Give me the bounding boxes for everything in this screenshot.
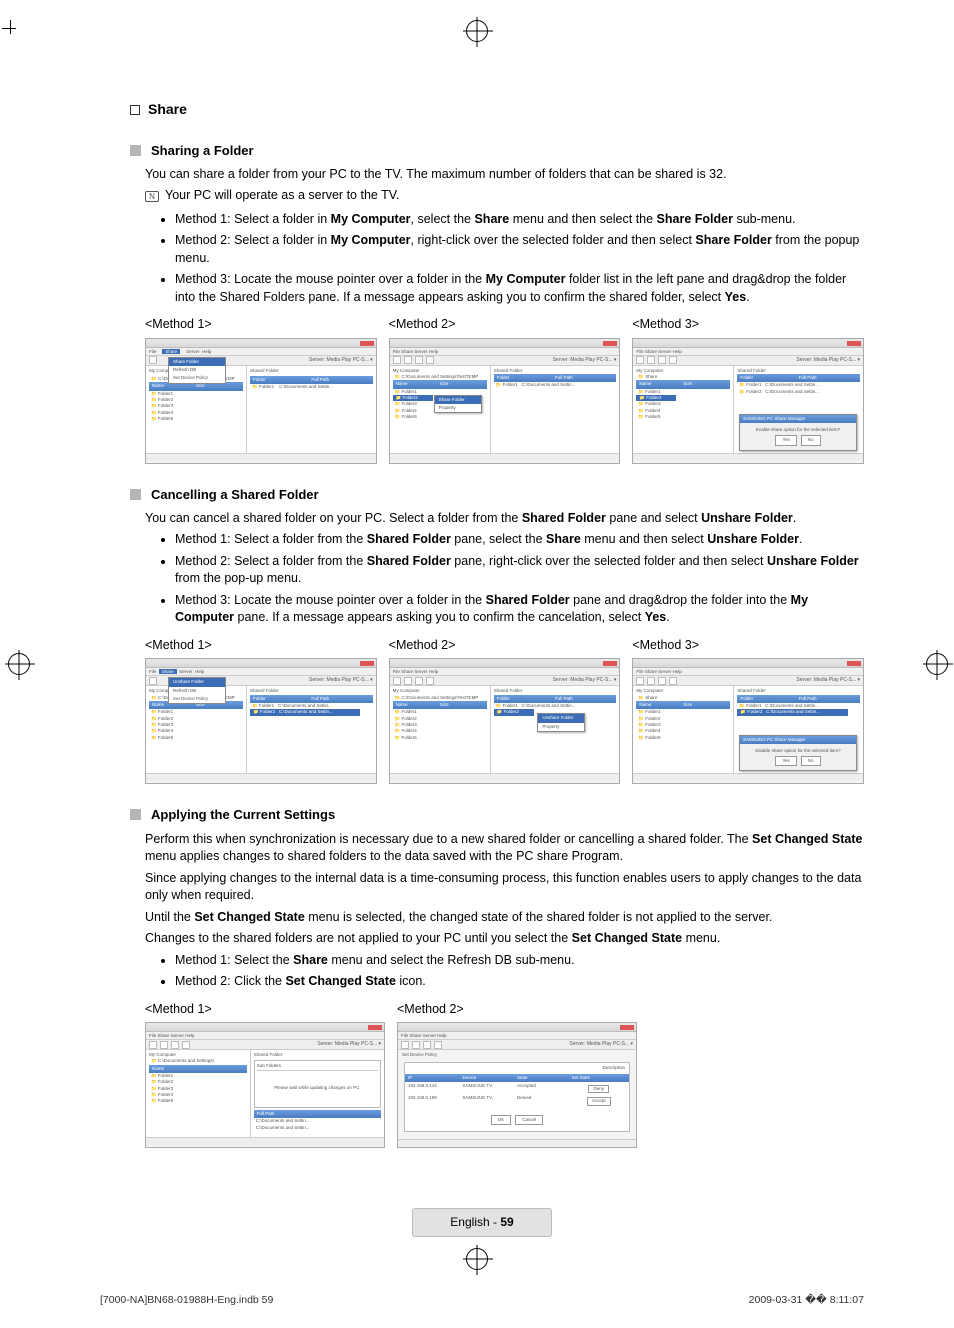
page-footer: English - 59 <box>412 1208 552 1237</box>
applying-shot-2-col: <Method 2> File Share Server Help Server… <box>397 1001 637 1149</box>
registration-mark-bottom <box>466 1248 488 1270</box>
screenshot-cancelling-1: File Share Server Help Server: Media Pla… <box>145 658 377 784</box>
context-menu: Share Folder Property <box>434 395 482 414</box>
applying-methods-list: Method 1: Select the Share menu and sele… <box>175 952 864 991</box>
sharing-note: N Your PC will operate as a server to the… <box>145 187 864 205</box>
share-dropdown-menu: Share Folder Refresh DB Set Device Polic… <box>168 357 226 384</box>
cancelling-shot-1-col: <Method 1> File Share Server Help Server… <box>145 637 377 785</box>
doc-footer-left: [7000-NA]BN68-01988H-Eng.indb 59 <box>100 1293 273 1308</box>
cancelling-intro: You can cancel a shared folder on your P… <box>145 510 864 528</box>
subheading-sharing-text: Sharing a Folder <box>151 143 254 158</box>
sharing-method-1: Method 1: Select a folder in My Computer… <box>175 211 864 229</box>
shot-titlebar <box>146 339 376 348</box>
registration-mark-top <box>466 20 488 42</box>
subheading-applying: Applying the Current Settings <box>130 806 864 824</box>
applying-method-1: Method 1: Select the Share menu and sele… <box>175 952 864 970</box>
cancelling-methods-list: Method 1: Select a folder from the Share… <box>175 531 864 627</box>
applying-method-2: Method 2: Click the Set Changed State ic… <box>175 973 864 991</box>
applying-screenshots-row: <Method 1> File Share Server Help Server… <box>145 1001 864 1149</box>
doc-footer-right: 2009-03-31 �� 8:11:07 <box>749 1293 864 1308</box>
screenshot-applying-1: File Share Server Help Server: Media Pla… <box>145 1022 385 1148</box>
cancelling-method-1: Method 1: Select a folder from the Share… <box>175 531 864 549</box>
sharing-intro: You can share a folder from your PC to t… <box>145 166 864 184</box>
sharing-shot-2-col: <Method 2> File Share Server Help Server… <box>389 316 621 464</box>
section-title: Share <box>130 100 864 120</box>
subheading-applying-text: Applying the Current Settings <box>151 807 335 822</box>
subheading-cancelling: Cancelling a Shared Folder <box>130 486 864 504</box>
sharing-shot-1-label: <Method 1> <box>145 316 377 334</box>
page-content: Share Sharing a Folder You can share a f… <box>0 0 954 1287</box>
sharing-screenshots-row: <Method 1> FileShare FolderShareServer H… <box>145 316 864 464</box>
applying-p4: Changes to the shared folders are not ap… <box>145 930 864 948</box>
screenshot-cancelling-3: File Share Server Help Server: Media Pla… <box>632 658 864 784</box>
subheading-sharing: Sharing a Folder <box>130 142 864 160</box>
grey-square-icon <box>130 809 141 820</box>
section-title-text: Share <box>148 101 187 117</box>
confirm-dialog: SAMSUNG PC Share Manager Enable share op… <box>739 414 857 451</box>
sharing-shot-3-label: <Method 3> <box>632 316 864 334</box>
shot-menubar: FileShare FolderShareServer Help <box>146 348 376 356</box>
note-icon: N <box>145 191 159 202</box>
applying-p1: Perform this when synchronization is nec… <box>145 831 864 866</box>
square-bullet-icon <box>130 105 140 115</box>
crop-mark <box>2 20 20 38</box>
cancelling-shot-3-col: <Method 3> File Share Server Help Server… <box>632 637 864 785</box>
sharing-method-2: Method 2: Select a folder in My Computer… <box>175 232 864 267</box>
sharing-shot-2-label: <Method 2> <box>389 316 621 334</box>
subheading-cancelling-text: Cancelling a Shared Folder <box>151 487 319 502</box>
cancelling-method-3: Method 3: Locate the mouse pointer over … <box>175 592 864 627</box>
screenshot-cancelling-2: File Share Server Help Server: Media Pla… <box>389 658 621 784</box>
registration-mark-right <box>926 653 948 675</box>
doc-footer: [7000-NA]BN68-01988H-Eng.indb 59 2009-03… <box>0 1293 954 1328</box>
sharing-shot-3-col: <Method 3> File Share Server Help Server… <box>632 316 864 464</box>
grey-square-icon <box>130 489 141 500</box>
applying-p3: Until the Set Changed State menu is sele… <box>145 909 864 927</box>
cancelling-screenshots-row: <Method 1> File Share Server Help Server… <box>145 637 864 785</box>
sharing-methods-list: Method 1: Select a folder in My Computer… <box>175 211 864 307</box>
screenshot-applying-2: File Share Server Help Server: Media Pla… <box>397 1022 637 1148</box>
sharing-method-3: Method 3: Locate the mouse pointer over … <box>175 271 864 306</box>
cancelling-shot-2-col: <Method 2> File Share Server Help Server… <box>389 637 621 785</box>
screenshot-sharing-1: FileShare FolderShareServer Help Server:… <box>145 338 377 464</box>
applying-shot-1-col: <Method 1> File Share Server Help Server… <box>145 1001 385 1149</box>
registration-mark-left <box>8 653 30 675</box>
sharing-shot-1-col: <Method 1> FileShare FolderShareServer H… <box>145 316 377 464</box>
screenshot-sharing-3: File Share Server Help Server: Media Pla… <box>632 338 864 464</box>
sharing-note-text: Your PC will operate as a server to the … <box>165 188 399 202</box>
cancelling-method-2: Method 2: Select a folder from the Share… <box>175 553 864 588</box>
screenshot-sharing-2: File Share Server Help Server: Media Pla… <box>389 338 621 464</box>
grey-square-icon <box>130 145 141 156</box>
applying-p2: Since applying changes to the internal d… <box>145 870 864 905</box>
